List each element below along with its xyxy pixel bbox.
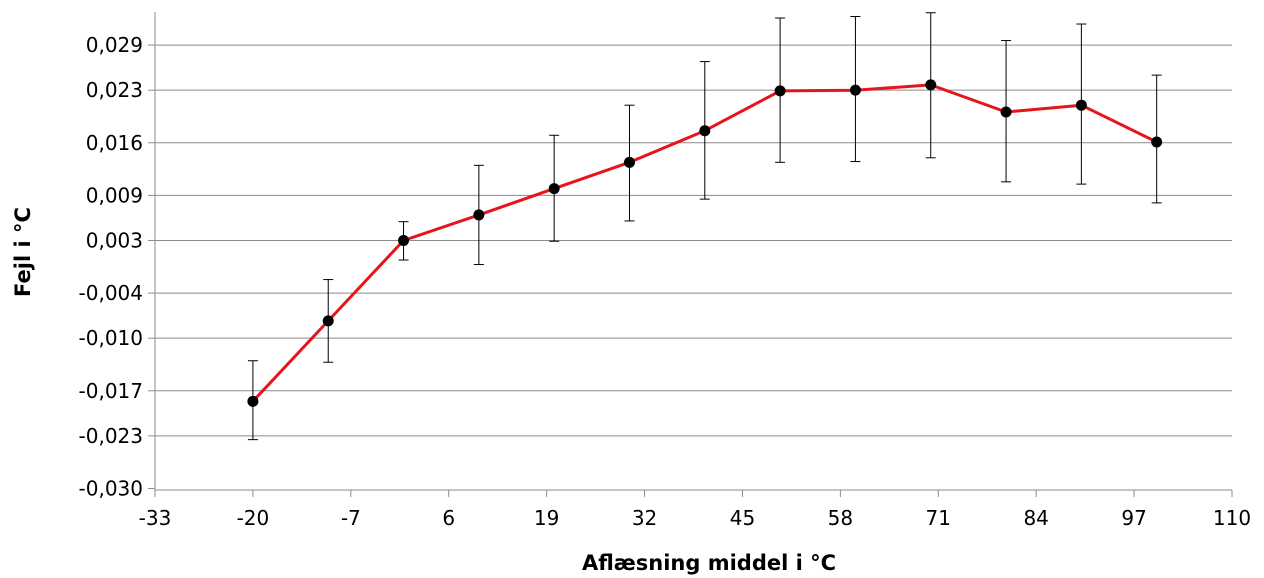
data-point — [699, 125, 711, 137]
y-tick-label: -0,023 — [79, 424, 143, 448]
y-tick-label: -0,004 — [79, 281, 143, 305]
data-point — [1000, 106, 1012, 118]
x-tick-label: -33 — [139, 506, 172, 530]
y-tick-label: -0,017 — [79, 379, 143, 403]
y-tick-label: 0,016 — [86, 131, 143, 155]
y-axis-title: Fejl i °C — [11, 207, 35, 297]
x-tick-label: 84 — [1023, 506, 1048, 530]
data-point — [849, 84, 861, 96]
x-tick-label: 6 — [442, 506, 455, 530]
y-tick-label: 0,023 — [86, 78, 143, 102]
x-tick-labels: -33 -20 -7 6 19 32 45 58 71 84 97 110 — [139, 506, 1251, 530]
x-tick-label: 32 — [632, 506, 657, 530]
y-tick-label: -0,010 — [79, 326, 143, 350]
x-tick-label: -20 — [237, 506, 270, 530]
plot-area — [247, 12, 1163, 441]
data-point — [398, 234, 410, 246]
gridlines — [155, 44, 1232, 437]
data-point — [548, 183, 560, 195]
data-point — [473, 209, 485, 221]
x-tick-label: 19 — [534, 506, 559, 530]
y-tick-label: 0,009 — [86, 183, 143, 207]
data-point — [623, 156, 635, 168]
x-tick-label: 110 — [1213, 506, 1251, 530]
data-point — [1151, 136, 1163, 148]
y-tick-label: -0,030 — [79, 476, 143, 500]
data-point — [1075, 99, 1087, 111]
data-point — [925, 79, 937, 91]
y-tick-label: 0,003 — [86, 228, 143, 252]
x-axis-title: Aflæsning middel i °C — [582, 551, 836, 575]
y-tick-label: 0,029 — [86, 33, 143, 57]
x-tick-label: 45 — [730, 506, 755, 530]
axes — [148, 12, 1233, 497]
x-tick-label: -7 — [341, 506, 361, 530]
x-tick-label: 71 — [926, 506, 951, 530]
x-tick-label: 97 — [1121, 506, 1146, 530]
data-point — [247, 395, 259, 407]
y-tick-labels: -0,030 -0,023 -0,017 -0,010 -0,004 0,003 0,009… — [79, 33, 143, 500]
x-tick-label: 58 — [828, 506, 853, 530]
data-point — [322, 315, 334, 327]
data-point — [774, 85, 786, 97]
